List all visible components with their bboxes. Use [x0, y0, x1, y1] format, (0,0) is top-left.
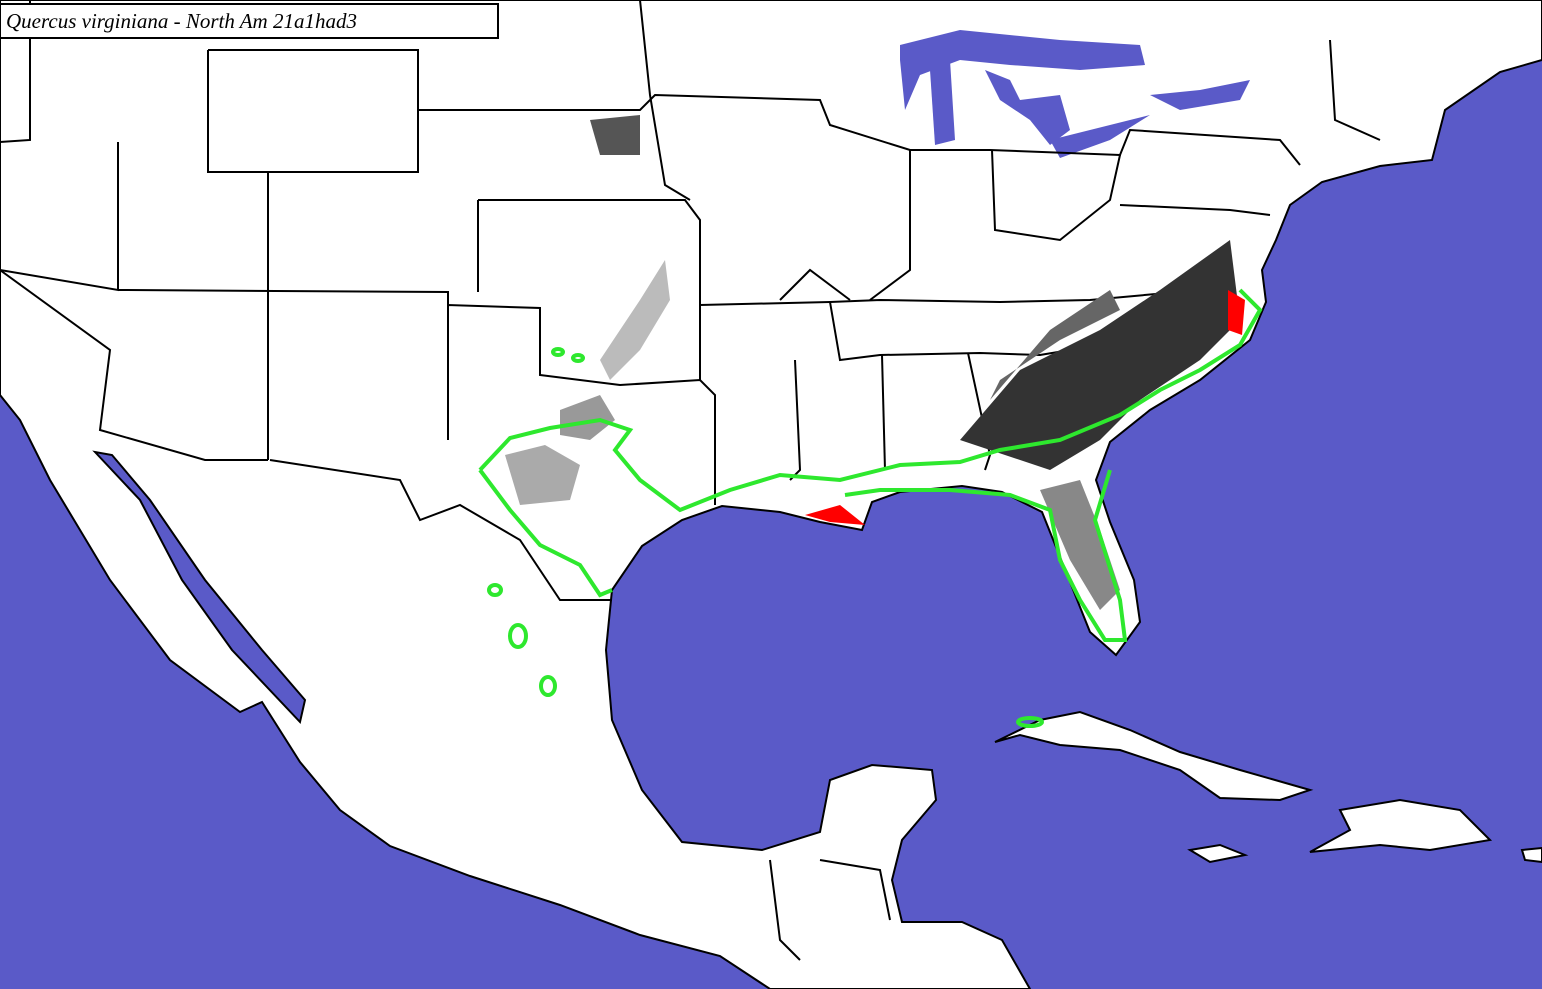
- great-lakes: [900, 30, 1250, 158]
- range-outline: [478, 288, 1263, 728]
- gulf-of-california: [92, 450, 307, 725]
- islands: [994, 710, 1542, 864]
- borders: [0, 0, 1381, 961]
- density-shading: [505, 115, 1245, 610]
- map-title: Quercus virginiana - North Am 21a1had3: [6, 9, 357, 33]
- title-box: [0, 3, 499, 39]
